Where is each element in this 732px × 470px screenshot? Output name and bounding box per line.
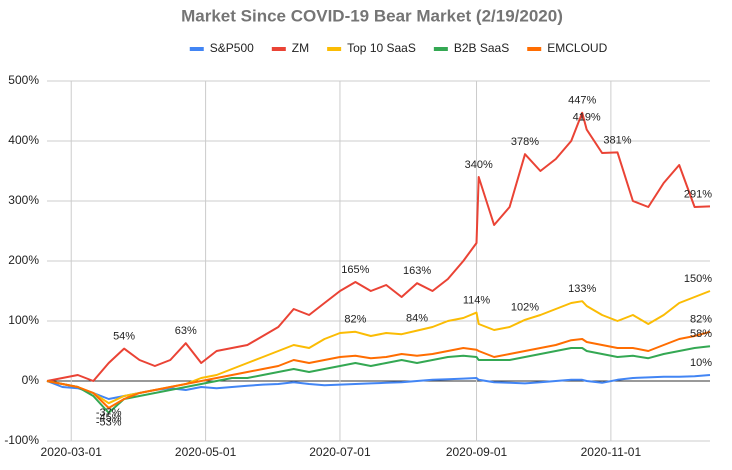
- y-tick-label: 0%: [22, 373, 40, 387]
- legend-label: S&P500: [210, 41, 254, 55]
- data-label: 82%: [344, 314, 366, 326]
- legend-item: Top 10 SaaS: [327, 41, 416, 55]
- series-line: [46, 330, 711, 409]
- data-label: 58%: [690, 328, 712, 340]
- y-tick-label: 400%: [8, 133, 39, 147]
- series-line: [46, 111, 711, 382]
- data-label: 84%: [406, 313, 428, 325]
- data-label: 114%: [463, 295, 491, 307]
- data-label: 63%: [175, 325, 197, 337]
- legend-label: ZM: [292, 41, 309, 55]
- x-tick-label: 2020-03-01: [41, 445, 103, 459]
- data-label: 102%: [511, 302, 539, 314]
- data-label: 378%: [511, 136, 539, 148]
- y-tick-label: 500%: [8, 73, 39, 87]
- legend-item: S&P500: [189, 41, 254, 55]
- data-label: -37%: [96, 407, 122, 419]
- x-tick-label: 2020-09-01: [446, 445, 508, 459]
- series-line: [46, 345, 711, 414]
- data-label: 10%: [690, 357, 712, 369]
- legend-label: Top 10 SaaS: [347, 41, 416, 55]
- chart-title: Market Since COVID-19 Bear Market (2/19/…: [181, 6, 563, 25]
- legend: S&P500 ZM Top 10 SaaS B2B SaaS EMCLOUD: [189, 41, 608, 55]
- legend-item: B2B SaaS: [433, 41, 509, 55]
- data-label: 54%: [113, 331, 135, 343]
- x-tick-label: 2020-05-01: [175, 445, 237, 459]
- x-tick-label: 2020-07-01: [309, 445, 371, 459]
- y-tick-label: 300%: [8, 193, 39, 207]
- data-label: 150%: [684, 273, 712, 285]
- data-label: 447%: [568, 95, 596, 107]
- data-label: 82%: [690, 314, 712, 326]
- y-tick-label: -100%: [4, 433, 39, 447]
- data-label: 381%: [603, 134, 631, 146]
- data-label: 419%: [573, 112, 601, 124]
- data-label: 165%: [341, 264, 369, 276]
- data-label: 340%: [465, 159, 493, 171]
- legend-item: EMCLOUD: [527, 41, 608, 55]
- data-label: 163%: [403, 265, 431, 277]
- data-label: 133%: [568, 283, 596, 295]
- x-tick-label: 2020-11-01: [581, 445, 642, 459]
- data-label: -53%: [96, 417, 122, 429]
- data-label: 291%: [684, 188, 712, 200]
- y-tick-label: 200%: [8, 253, 39, 267]
- legend-item: ZM: [271, 41, 309, 55]
- legend-label: B2B SaaS: [454, 41, 509, 55]
- legend-label: EMCLOUD: [547, 41, 607, 55]
- data-label: -45%: [96, 412, 122, 424]
- y-tick-label: 100%: [8, 313, 39, 327]
